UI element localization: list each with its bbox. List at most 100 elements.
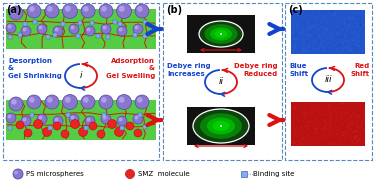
Circle shape bbox=[302, 131, 303, 132]
Circle shape bbox=[333, 105, 334, 106]
Circle shape bbox=[346, 29, 347, 30]
Circle shape bbox=[344, 36, 345, 37]
Circle shape bbox=[349, 106, 350, 108]
Circle shape bbox=[303, 16, 304, 18]
Circle shape bbox=[345, 136, 346, 137]
Circle shape bbox=[301, 122, 302, 123]
Circle shape bbox=[352, 17, 353, 18]
Bar bbox=[143, 20, 147, 24]
Circle shape bbox=[317, 13, 318, 14]
Circle shape bbox=[301, 45, 302, 46]
Circle shape bbox=[27, 4, 41, 18]
Circle shape bbox=[39, 115, 42, 119]
Circle shape bbox=[297, 142, 298, 143]
Bar bbox=[46, 35, 50, 39]
Circle shape bbox=[330, 49, 331, 50]
Circle shape bbox=[353, 142, 354, 143]
Circle shape bbox=[323, 49, 325, 50]
Circle shape bbox=[326, 122, 327, 123]
Circle shape bbox=[330, 109, 332, 111]
Circle shape bbox=[16, 121, 24, 129]
Circle shape bbox=[299, 144, 300, 145]
Circle shape bbox=[318, 121, 320, 122]
Circle shape bbox=[353, 103, 354, 104]
Circle shape bbox=[342, 132, 343, 133]
Bar bbox=[291, 102, 365, 146]
Circle shape bbox=[296, 116, 297, 117]
Circle shape bbox=[305, 133, 306, 134]
Circle shape bbox=[344, 22, 345, 23]
Circle shape bbox=[317, 12, 318, 13]
Circle shape bbox=[298, 141, 300, 142]
Circle shape bbox=[345, 26, 346, 27]
Circle shape bbox=[305, 27, 306, 29]
Circle shape bbox=[324, 128, 325, 129]
Circle shape bbox=[301, 121, 302, 122]
Circle shape bbox=[327, 115, 328, 116]
Circle shape bbox=[316, 12, 317, 13]
Circle shape bbox=[350, 115, 351, 116]
Circle shape bbox=[342, 27, 343, 28]
Circle shape bbox=[363, 109, 364, 110]
Circle shape bbox=[349, 24, 350, 25]
Circle shape bbox=[358, 42, 359, 43]
Circle shape bbox=[311, 34, 312, 35]
Circle shape bbox=[29, 97, 35, 103]
Circle shape bbox=[313, 109, 314, 111]
Circle shape bbox=[336, 133, 338, 134]
Circle shape bbox=[316, 127, 318, 128]
Circle shape bbox=[332, 38, 333, 40]
Circle shape bbox=[304, 11, 306, 12]
Bar bbox=[285, 3, 372, 160]
Circle shape bbox=[114, 128, 123, 136]
Circle shape bbox=[360, 106, 362, 107]
Circle shape bbox=[37, 24, 47, 34]
Circle shape bbox=[342, 42, 344, 43]
Circle shape bbox=[331, 35, 332, 36]
Circle shape bbox=[305, 49, 307, 50]
Circle shape bbox=[304, 136, 305, 137]
Circle shape bbox=[334, 29, 335, 31]
Circle shape bbox=[334, 51, 335, 52]
Circle shape bbox=[338, 29, 339, 30]
Circle shape bbox=[332, 26, 333, 27]
Circle shape bbox=[336, 112, 337, 114]
Circle shape bbox=[323, 40, 324, 42]
Circle shape bbox=[324, 38, 326, 39]
Circle shape bbox=[83, 97, 89, 103]
Circle shape bbox=[309, 120, 310, 121]
Circle shape bbox=[316, 51, 317, 52]
Circle shape bbox=[292, 124, 294, 125]
Circle shape bbox=[321, 42, 322, 43]
Circle shape bbox=[325, 115, 326, 116]
Circle shape bbox=[299, 125, 301, 126]
Circle shape bbox=[335, 11, 336, 12]
Circle shape bbox=[357, 138, 358, 139]
Circle shape bbox=[360, 24, 362, 25]
Circle shape bbox=[316, 129, 318, 130]
Circle shape bbox=[347, 121, 348, 122]
Circle shape bbox=[356, 24, 357, 25]
Circle shape bbox=[327, 106, 328, 107]
Circle shape bbox=[311, 128, 312, 130]
Circle shape bbox=[331, 11, 332, 12]
Circle shape bbox=[118, 28, 123, 32]
Circle shape bbox=[334, 12, 335, 13]
Circle shape bbox=[9, 97, 23, 111]
Circle shape bbox=[356, 117, 357, 118]
Circle shape bbox=[336, 33, 338, 34]
Circle shape bbox=[47, 6, 53, 12]
Circle shape bbox=[320, 35, 321, 36]
Circle shape bbox=[347, 24, 348, 25]
Circle shape bbox=[346, 112, 347, 113]
Circle shape bbox=[353, 132, 354, 133]
Circle shape bbox=[356, 136, 357, 137]
Circle shape bbox=[334, 13, 336, 14]
Circle shape bbox=[312, 106, 313, 107]
Circle shape bbox=[358, 25, 359, 26]
Circle shape bbox=[322, 11, 323, 12]
Circle shape bbox=[344, 105, 345, 107]
Circle shape bbox=[359, 25, 360, 26]
Circle shape bbox=[310, 32, 311, 33]
Circle shape bbox=[354, 108, 356, 109]
